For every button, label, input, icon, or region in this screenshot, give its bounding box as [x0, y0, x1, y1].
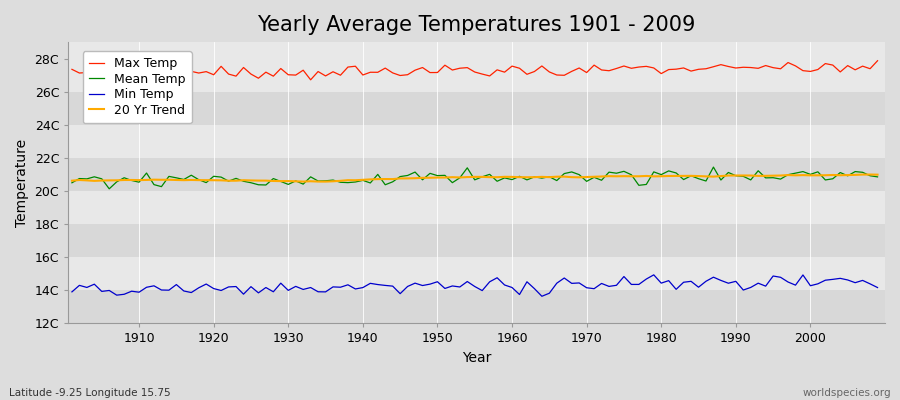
Max Temp [872, 58, 883, 63]
Bar [68, 59, 885, 92]
Line: Min Temp: Min Temp [72, 275, 878, 296]
20 Yr Trend [67, 178, 77, 183]
Min Temp [604, 284, 615, 289]
Bar [68, 257, 885, 290]
Mean Temp [298, 182, 309, 186]
Mean Temp [104, 186, 114, 191]
Max Temp [119, 79, 130, 84]
X-axis label: Year: Year [462, 351, 491, 365]
Legend: Max Temp, Mean Temp, Min Temp, 20 Yr Trend: Max Temp, Mean Temp, Min Temp, 20 Yr Tre… [83, 51, 192, 123]
Max Temp [343, 65, 354, 70]
Mean Temp [514, 174, 525, 179]
20 Yr Trend [126, 178, 137, 182]
Max Temp [507, 64, 517, 68]
Min Temp [67, 290, 77, 294]
Max Temp [298, 68, 309, 72]
Max Temp [604, 68, 615, 73]
20 Yr Trend [291, 179, 302, 184]
20 Yr Trend [604, 174, 615, 178]
Mean Temp [67, 180, 77, 185]
20 Yr Trend [343, 178, 354, 182]
Bar [68, 125, 885, 158]
20 Yr Trend [865, 172, 876, 177]
Mean Temp [507, 177, 517, 182]
Line: Mean Temp: Mean Temp [72, 167, 878, 189]
Min Temp [291, 284, 302, 289]
Min Temp [500, 282, 510, 287]
Mean Temp [708, 165, 719, 170]
Max Temp [134, 68, 145, 73]
Mean Temp [343, 180, 354, 185]
20 Yr Trend [507, 174, 517, 179]
Text: Latitude -9.25 Longitude 15.75: Latitude -9.25 Longitude 15.75 [9, 388, 171, 398]
Mean Temp [604, 170, 615, 174]
Line: Max Temp: Max Temp [72, 61, 878, 82]
Max Temp [67, 67, 77, 72]
Title: Yearly Average Temperatures 1901 - 2009: Yearly Average Temperatures 1901 - 2009 [257, 15, 696, 35]
Bar [68, 224, 885, 257]
Max Temp [514, 66, 525, 71]
Mean Temp [134, 180, 145, 184]
20 Yr Trend [514, 175, 525, 180]
Mean Temp [872, 174, 883, 179]
Min Temp [126, 289, 137, 294]
Min Temp [507, 285, 517, 290]
Line: 20 Yr Trend: 20 Yr Trend [72, 174, 878, 182]
Min Temp [648, 272, 659, 277]
20 Yr Trend [320, 179, 331, 184]
Text: worldspecies.org: worldspecies.org [803, 388, 891, 398]
Bar [68, 158, 885, 191]
Min Temp [872, 285, 883, 290]
Y-axis label: Temperature: Temperature [15, 139, 29, 227]
Bar [68, 290, 885, 324]
Bar [68, 191, 885, 224]
Min Temp [335, 285, 346, 290]
Bar [68, 92, 885, 125]
20 Yr Trend [872, 172, 883, 177]
Min Temp [536, 294, 547, 299]
